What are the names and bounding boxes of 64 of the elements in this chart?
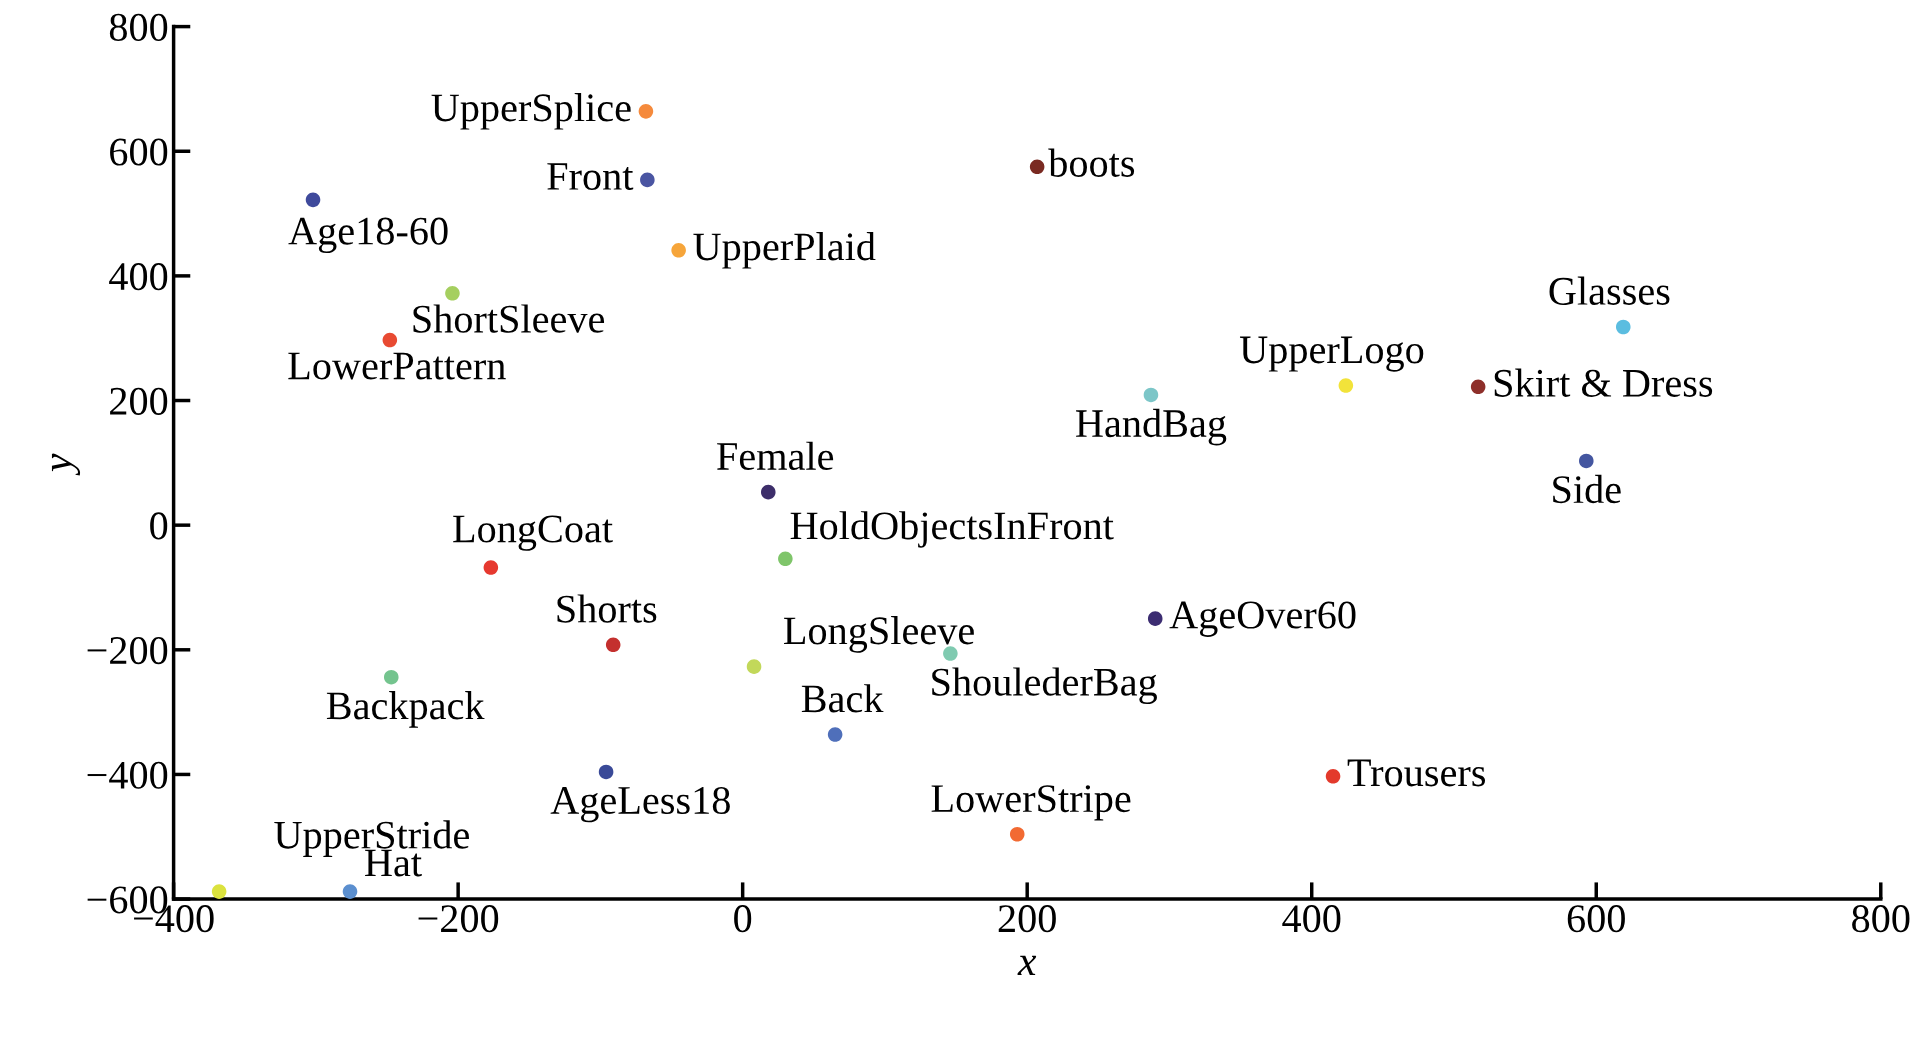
series-label: Side bbox=[1553, 474, 1621, 504]
point bbox=[305, 192, 321, 208]
x-tick-label: −200 bbox=[418, 905, 499, 933]
x-tick-label: 200 bbox=[998, 905, 1056, 933]
series-label: Shorts bbox=[557, 594, 657, 623]
series-label: Trousers bbox=[1347, 759, 1486, 787]
point bbox=[1029, 159, 1045, 175]
series-label: LongCoat bbox=[453, 515, 613, 551]
series-label: boots bbox=[1048, 148, 1135, 177]
point bbox=[778, 551, 793, 567]
y-tick-label: 400 bbox=[109, 263, 168, 291]
series-label: ShoulederBag bbox=[932, 667, 1157, 705]
series-label: LowerPattern bbox=[288, 352, 506, 380]
x-tick-label: 400 bbox=[1282, 905, 1341, 933]
series-label: AgeLess18 bbox=[550, 786, 730, 823]
point bbox=[598, 764, 614, 780]
point bbox=[383, 669, 399, 685]
point bbox=[827, 727, 843, 742]
point bbox=[605, 637, 621, 653]
point bbox=[211, 884, 227, 899]
point bbox=[1615, 319, 1631, 335]
point bbox=[760, 484, 776, 500]
x-axis-title: x bbox=[1017, 955, 1037, 975]
point bbox=[640, 172, 655, 188]
point bbox=[1579, 453, 1594, 469]
y-tick-label: 200 bbox=[110, 387, 168, 415]
point bbox=[483, 560, 499, 575]
y-tick-label: −200 bbox=[87, 636, 168, 665]
series-label: Glasses bbox=[1549, 276, 1670, 305]
series-label: LowerStripe bbox=[931, 785, 1131, 821]
x-tick-label: 600 bbox=[1567, 905, 1625, 933]
x-tick-label: 800 bbox=[1852, 905, 1910, 933]
point bbox=[342, 884, 358, 899]
x-tick-label: 0 bbox=[734, 905, 752, 933]
point bbox=[1325, 769, 1341, 784]
y-tick-label: 800 bbox=[109, 13, 168, 41]
point bbox=[1338, 378, 1354, 393]
point bbox=[638, 104, 654, 119]
y-tick-label: −400 bbox=[87, 761, 168, 789]
series-label: Female bbox=[717, 441, 834, 471]
series-label: Age18-60 bbox=[288, 217, 448, 254]
point bbox=[382, 332, 398, 348]
series-label: LongSleeve bbox=[784, 616, 974, 653]
series-label: UpperLogo bbox=[1239, 336, 1424, 372]
y-axis-title: y bbox=[51, 453, 81, 476]
series-label: HoldObjectsInFront bbox=[790, 511, 1114, 548]
point bbox=[1143, 387, 1159, 403]
series-label: AgeOver60 bbox=[1169, 601, 1356, 637]
series-label: UpperPlaid bbox=[693, 232, 876, 269]
y-tick-label: 600 bbox=[110, 138, 168, 166]
series-label: ShortSleeve bbox=[413, 304, 605, 333]
y-tick-label: 0 bbox=[150, 512, 168, 540]
point bbox=[1470, 379, 1486, 395]
point bbox=[1147, 611, 1163, 626]
series-label: UpperSplice bbox=[431, 93, 631, 130]
point bbox=[1009, 826, 1025, 842]
series-label: Front bbox=[547, 163, 634, 190]
point bbox=[746, 659, 762, 674]
series-label: Backpack bbox=[326, 691, 485, 728]
series-label: HandBag bbox=[1076, 408, 1227, 446]
point bbox=[671, 243, 686, 258]
point bbox=[445, 286, 460, 301]
series-label: Skirt & Dress bbox=[1494, 368, 1713, 397]
series-label: Back bbox=[801, 684, 884, 713]
